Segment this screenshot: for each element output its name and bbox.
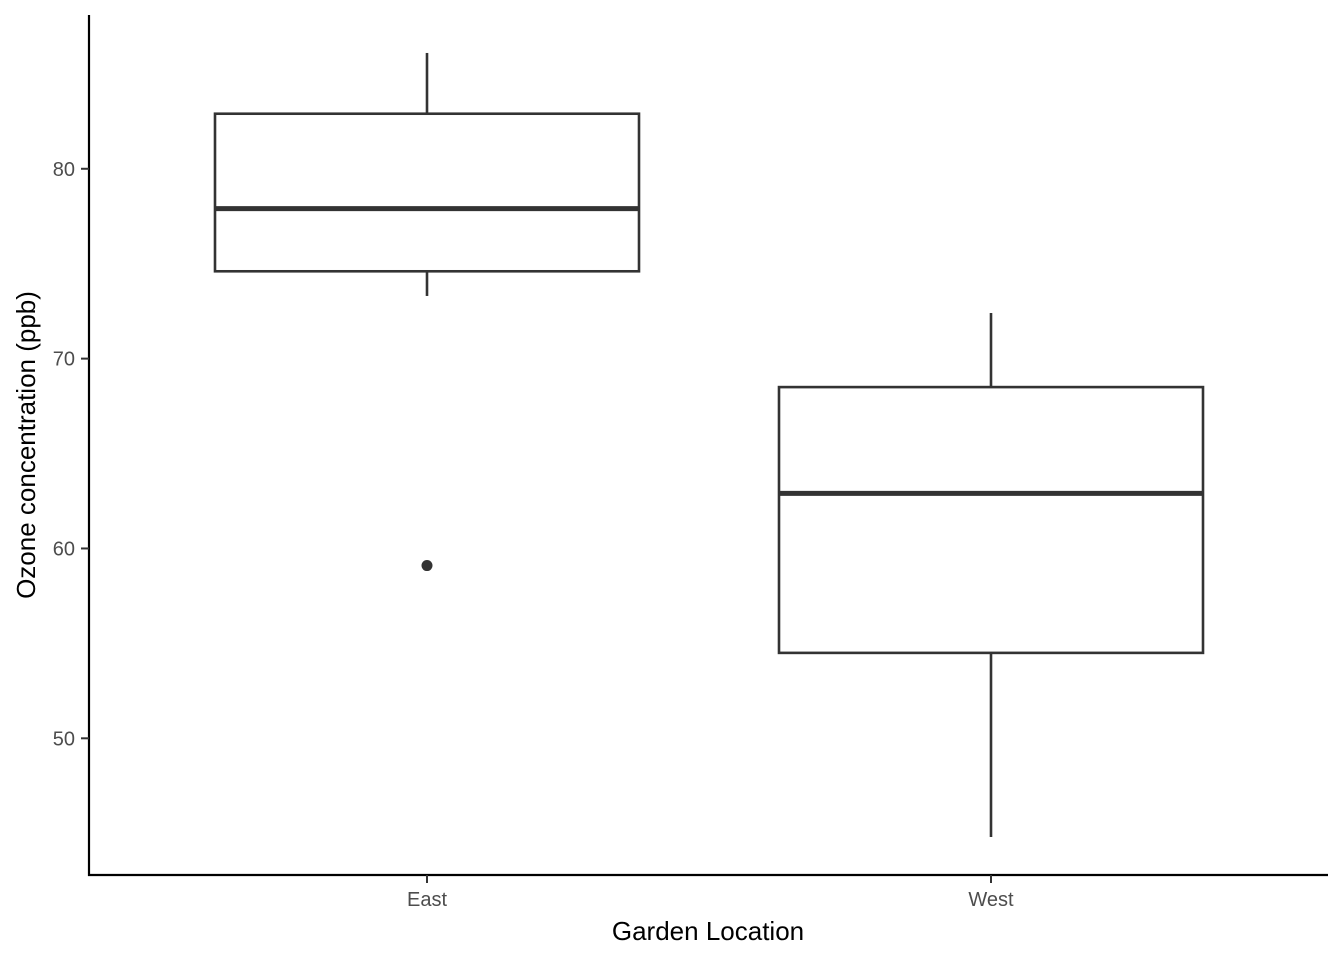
iqr-box-west [777,385,1205,655]
x-tick-label: West [968,889,1014,911]
axes-layer [87,15,1328,877]
y-tick-label: 80 [53,159,75,181]
y-axis-title: Ozone concentration (ppb) [11,291,41,599]
y-tick-label: 70 [53,349,75,371]
y-tick-label: 50 [53,728,75,750]
x-axis-title: Garden Location [612,916,804,946]
box-east [213,52,641,572]
marks-layer [213,52,1205,838]
x-tick-label: East [407,889,447,911]
iqr-box-east [213,112,641,273]
y-tick-label: 60 [53,538,75,560]
box-west [777,313,1205,838]
ticks-layer: 50 60 70 80 East West [53,159,1014,911]
outlier-point-east [421,560,433,572]
